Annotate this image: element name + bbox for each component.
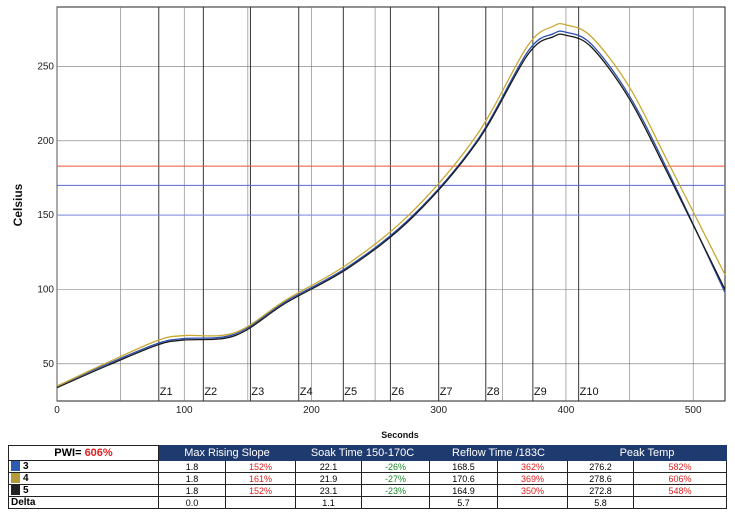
table-header-row: PWI= 606% Max Rising Slope Soak Time 150…	[8, 445, 728, 461]
table-cell: 170.6	[429, 472, 498, 485]
pwi-label: PWI=	[54, 447, 82, 459]
table-cell: 1.8	[158, 460, 226, 473]
table-cell: 0.0	[158, 496, 226, 509]
table-row: 5 1.8 152% 23.1 -23% 164.9 350% 272.8 548%	[8, 484, 728, 497]
table-cell	[497, 496, 568, 509]
zone-label: Z5	[344, 386, 357, 398]
x-tick-label: 0	[54, 405, 60, 416]
table-cell: 5.7	[429, 496, 498, 509]
row-name: 4	[8, 472, 159, 485]
row-label: Delta	[11, 497, 36, 508]
table-cell	[225, 496, 296, 509]
table-row: 3 1.8 152% 22.1 -26% 168.5 362% 276.2 582%	[8, 460, 728, 473]
table-cell: 5.8	[567, 496, 634, 509]
y-tick-label: 100	[37, 284, 54, 295]
table-cell: 582%	[632, 460, 728, 473]
y-ticks: 50 100 150 200 250	[37, 61, 54, 369]
y-tick-label: 50	[43, 359, 55, 370]
row-name: 5	[8, 484, 159, 497]
row-label: 3	[23, 461, 29, 472]
table-cell: 278.6	[567, 472, 634, 485]
table-cell: 161%	[225, 472, 296, 485]
series-line-3	[56, 30, 726, 387]
zone-label: Z6	[391, 386, 404, 398]
x-ticks: 0 100 200 300 400 500	[54, 405, 702, 416]
table-cell: 272.8	[567, 484, 634, 497]
x-tick-label: 500	[685, 405, 702, 416]
table-cell: -23%	[361, 484, 430, 497]
table-cell: 152%	[225, 484, 296, 497]
x-axis-label: Seconds	[381, 430, 419, 440]
plot-area	[56, 6, 726, 402]
x-tick-label: 300	[430, 405, 447, 416]
x-tick-label: 100	[176, 405, 193, 416]
header-peak-temp: Peak Temp	[566, 445, 728, 461]
table-cell: 1.8	[158, 484, 226, 497]
y-tick-label: 250	[37, 61, 54, 72]
zone-label: Z8	[487, 386, 500, 398]
zone-label: Z1	[160, 386, 173, 398]
x-tick-label: 200	[303, 405, 320, 416]
table-row: 4 1.8 161% 21.9 -27% 170.6 369% 278.6 606%	[8, 472, 728, 485]
table-cell: 23.1	[295, 484, 362, 497]
header-max-rising-slope: Max Rising Slope	[158, 445, 296, 461]
row-label: 4	[23, 473, 29, 484]
zone-lines: Z1 Z2 Z3 Z4 Z5 Z6 Z7 Z8 Z9 Z10	[158, 7, 599, 401]
series-line-4	[56, 22, 726, 387]
table-cell: 362%	[497, 460, 568, 473]
series-line-5	[56, 33, 726, 389]
y-tick-label: 200	[37, 136, 54, 147]
zone-label: Z2	[204, 386, 217, 398]
table-cell	[361, 496, 430, 509]
table-cell: 606%	[632, 472, 728, 485]
table-cell: 1.8	[158, 472, 226, 485]
zone-label: Z10	[580, 386, 599, 398]
table-cell: 350%	[497, 484, 568, 497]
table-cell: 22.1	[295, 460, 362, 473]
pwi-cell: PWI= 606%	[8, 445, 159, 461]
process-window-table: PWI= 606% Max Rising Slope Soak Time 150…	[8, 445, 728, 509]
table-cell: -27%	[361, 472, 430, 485]
table-cell: 369%	[497, 472, 568, 485]
table-cell: 21.9	[295, 472, 362, 485]
table-cell: 276.2	[567, 460, 634, 473]
zone-label: Z9	[534, 386, 547, 398]
header-soak-time: Soak Time 150-170C	[295, 445, 430, 461]
table-cell: 152%	[225, 460, 296, 473]
y-axis-label: Celsius	[11, 183, 25, 226]
row-name: 3	[8, 460, 159, 473]
zone-label: Z4	[300, 386, 313, 398]
series-lines	[56, 22, 726, 389]
table-cell	[632, 496, 728, 509]
row-name: Delta	[8, 496, 159, 509]
series-swatch	[11, 461, 20, 472]
reference-lines	[57, 165, 725, 216]
header-reflow-time: Reflow Time /183C	[429, 445, 568, 461]
series-swatch	[11, 485, 20, 496]
table-cell: -26%	[361, 460, 430, 473]
x-tick-label: 400	[558, 405, 575, 416]
table-cell: 164.9	[429, 484, 498, 497]
zone-label: Z3	[251, 386, 264, 398]
table-row: Delta 0.0 1.1 5.7 5.8	[8, 496, 728, 509]
row-label: 5	[23, 485, 29, 496]
series-swatch	[11, 473, 20, 484]
y-tick-label: 150	[37, 210, 54, 221]
table-cell: 168.5	[429, 460, 498, 473]
pwi-value: 606%	[84, 447, 113, 459]
zone-label: Z7	[440, 386, 453, 398]
table-cell: 1.1	[295, 496, 362, 509]
reflow-profile-chart: Z1 Z2 Z3 Z4 Z5 Z6 Z7 Z8 Z9 Z10 50 100 150 200 250 0 10…	[11, 6, 726, 440]
table-cell: 548%	[632, 484, 728, 497]
